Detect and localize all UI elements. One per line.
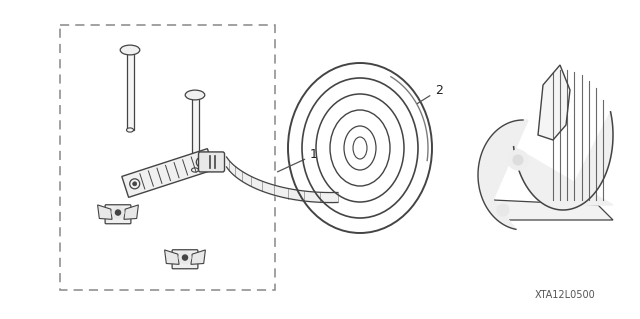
- Polygon shape: [164, 250, 179, 264]
- Circle shape: [497, 204, 509, 216]
- Polygon shape: [538, 65, 570, 140]
- Polygon shape: [122, 149, 214, 197]
- Circle shape: [508, 150, 528, 170]
- FancyBboxPatch shape: [127, 50, 134, 130]
- Polygon shape: [493, 200, 613, 220]
- Polygon shape: [124, 205, 138, 219]
- Ellipse shape: [127, 128, 134, 132]
- Ellipse shape: [191, 168, 198, 172]
- Circle shape: [199, 160, 204, 164]
- Text: XTA12L0500: XTA12L0500: [534, 290, 595, 300]
- Text: 2: 2: [417, 84, 443, 104]
- Circle shape: [179, 252, 191, 263]
- FancyBboxPatch shape: [105, 205, 131, 224]
- Circle shape: [115, 210, 120, 215]
- Bar: [60, 25, 275, 290]
- Ellipse shape: [120, 45, 140, 55]
- FancyBboxPatch shape: [172, 250, 198, 269]
- FancyBboxPatch shape: [198, 152, 225, 172]
- Polygon shape: [478, 120, 528, 229]
- FancyBboxPatch shape: [191, 95, 198, 170]
- Circle shape: [132, 182, 137, 186]
- Polygon shape: [97, 205, 112, 219]
- Circle shape: [112, 207, 124, 219]
- Text: 1: 1: [278, 149, 318, 172]
- Ellipse shape: [185, 90, 205, 100]
- Circle shape: [182, 255, 188, 260]
- Circle shape: [513, 155, 523, 165]
- Polygon shape: [514, 112, 613, 210]
- Polygon shape: [191, 250, 205, 264]
